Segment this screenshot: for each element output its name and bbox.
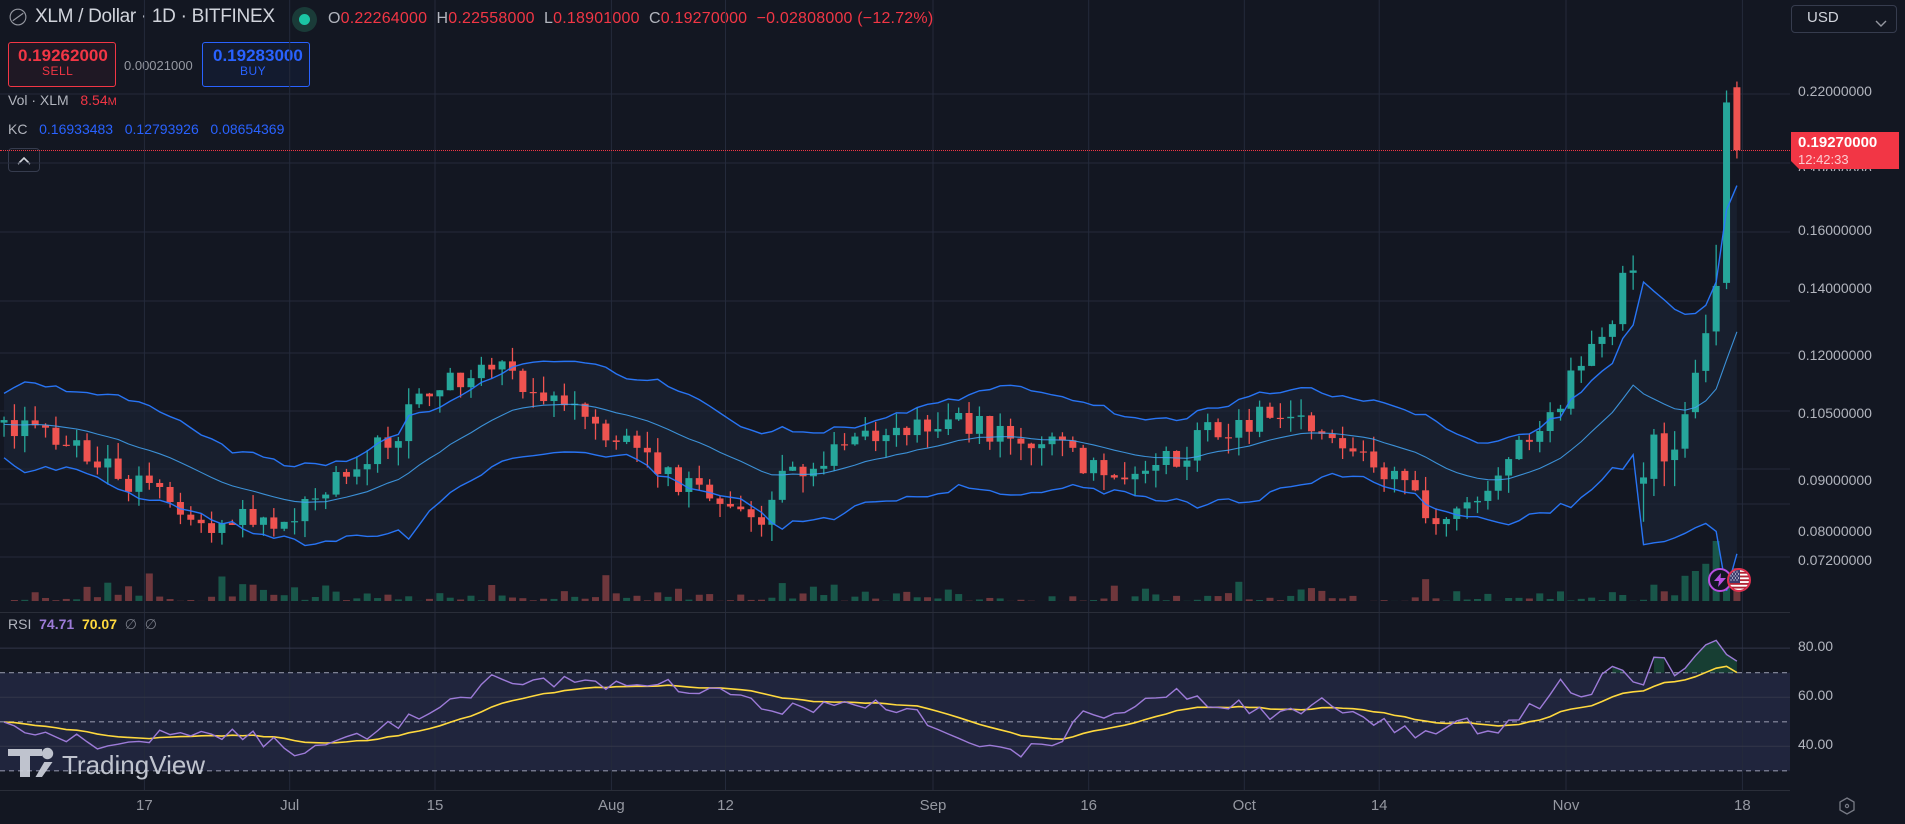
svg-text:TradingView: TradingView — [62, 750, 205, 780]
